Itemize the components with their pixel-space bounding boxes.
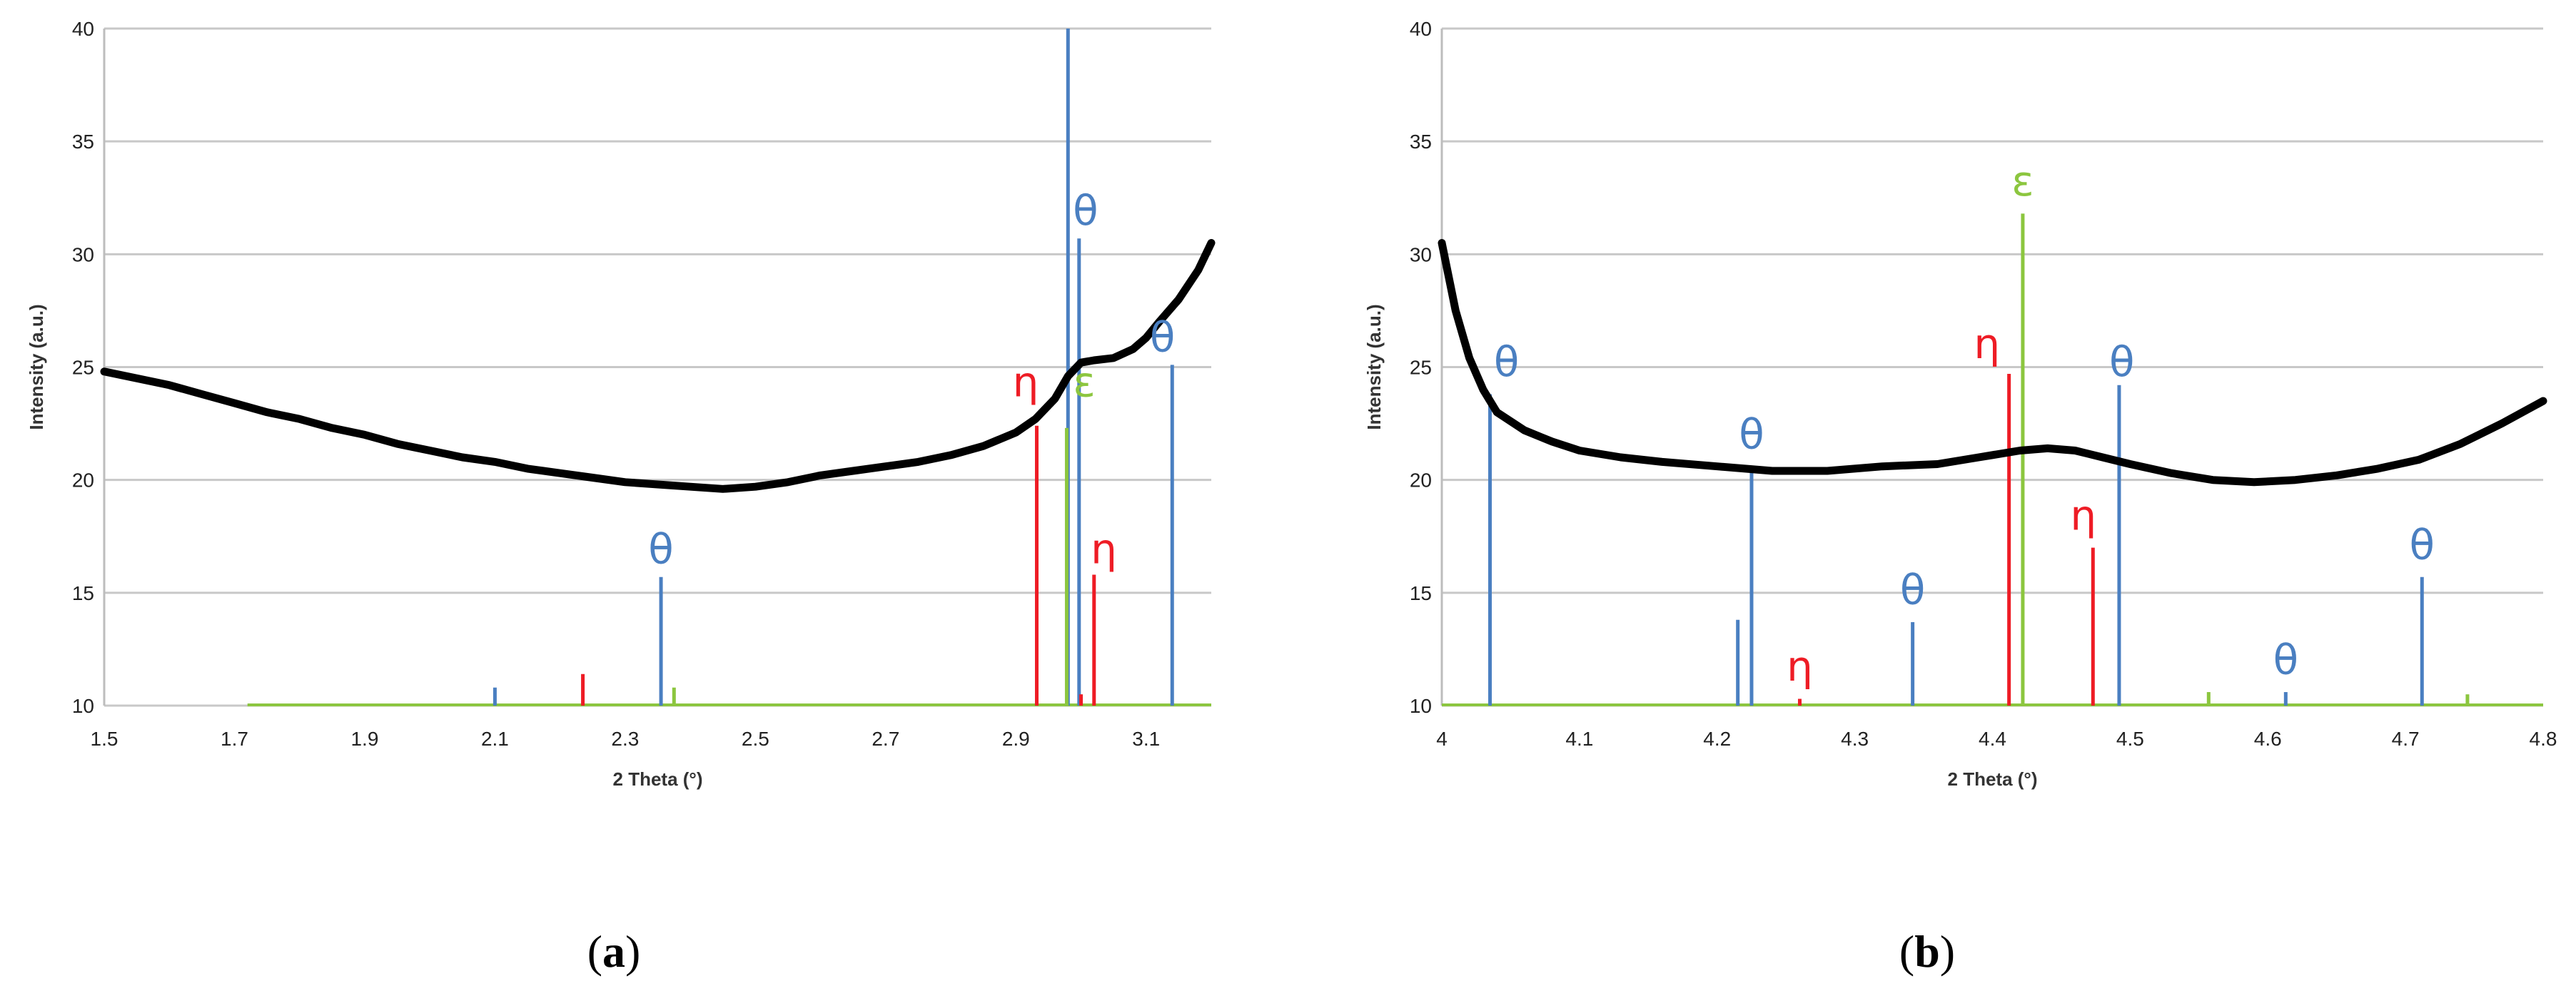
epsilon-label: ε [1073, 358, 1095, 407]
x-tick-label: 1.5 [91, 728, 118, 750]
epsilon-label: ε [2011, 157, 2034, 205]
chart-b-svg: 10 15 20 25 30 35 40 4 4.1 4.2 4.3 4.4 4.5 4.6 4.7 4.8 2… [1363, 18, 2557, 977]
eta-label: η [1974, 320, 2000, 368]
y-tick-label: 15 [1410, 582, 1432, 604]
y-tick-label: 20 [72, 469, 94, 492]
x-tick-label: 4.5 [2116, 728, 2144, 750]
theta-label: θ [2109, 337, 2135, 386]
x-tick-label: 4.3 [1841, 728, 1869, 750]
x-tick-label: 4.2 [1703, 728, 1731, 750]
y-tick-label: 40 [72, 18, 94, 40]
x-tick-label: 4.1 [1565, 728, 1593, 750]
y-tick-label: 10 [72, 695, 94, 717]
x-axis-title: 2 Theta (°) [1948, 768, 2038, 790]
y-tick-label: 35 [72, 131, 94, 153]
eta-label: η [1091, 525, 1117, 574]
theta-label: θ [2410, 520, 2435, 569]
x-tick-label: 2.9 [1002, 728, 1030, 750]
y-tick-label: 35 [1410, 131, 1432, 153]
theta-label: θ [648, 525, 674, 574]
x-axis-title: 2 Theta (°) [613, 768, 703, 790]
panel-caption-b: (b) [1899, 926, 1955, 977]
chart-panel-b: 10 15 20 25 30 35 40 4 4.1 4.2 4.3 4.4 4.5 4.6 4.7 4.8 2… [1288, 0, 2576, 991]
x-tick-label: 2.7 [872, 728, 899, 750]
x-tick-label: 4.7 [2392, 728, 2420, 750]
diffraction-curve [1438, 239, 2547, 487]
y-axis-title: Intensity (a.u.) [26, 304, 47, 430]
x-tick-label: 2.3 [611, 728, 639, 750]
x-tick-label: 4 [1436, 728, 1448, 750]
x-tick-label: 2.1 [481, 728, 509, 750]
x-tick-label: 4.6 [2254, 728, 2282, 750]
theta-label: θ [1150, 312, 1176, 361]
x-tick-label: 4.4 [1979, 728, 2006, 750]
theta-label: θ [2273, 636, 2299, 684]
x-tick-label: 1.7 [221, 728, 248, 750]
eta-label: η [2070, 491, 2096, 539]
y-tick-label: 30 [72, 243, 94, 265]
theta-label: θ [1073, 186, 1098, 235]
diffraction-curve [100, 239, 1216, 493]
y-axis-title: Intensity (a.u.) [1363, 304, 1385, 430]
eta-label: η [1787, 642, 1813, 691]
x-tick-label: 3.1 [1132, 728, 1160, 750]
x-tick-label: 4.8 [2530, 728, 2557, 750]
x-tick-label: 1.9 [350, 728, 378, 750]
y-tick-label: 10 [1410, 695, 1432, 717]
y-tick-label: 15 [72, 582, 94, 604]
panel-caption-a: (a) [587, 926, 641, 977]
y-tick-label: 30 [1410, 243, 1432, 265]
chart-panel-a: 10 15 20 25 30 35 40 1.5 1.7 1.9 2.1 2.3 2.5 2.7 2.9 3.… [26, 18, 1216, 977]
chart-a-svg: 10 15 20 25 30 35 40 1.5 1.7 1.9 2.1 2.3 2.5 2.7 2.9 3.… [26, 18, 1216, 977]
theta-label: θ [1739, 410, 1764, 458]
y-tick-label: 20 [1410, 469, 1432, 492]
x-tick-label: 2.5 [742, 728, 769, 750]
y-tick-label: 25 [72, 357, 94, 379]
y-tick-label: 25 [1410, 357, 1432, 379]
eta-label: η [1013, 358, 1039, 407]
y-tick-label: 40 [1410, 18, 1432, 40]
theta-label: θ [1494, 337, 1520, 386]
theta-label: θ [1900, 566, 1926, 614]
